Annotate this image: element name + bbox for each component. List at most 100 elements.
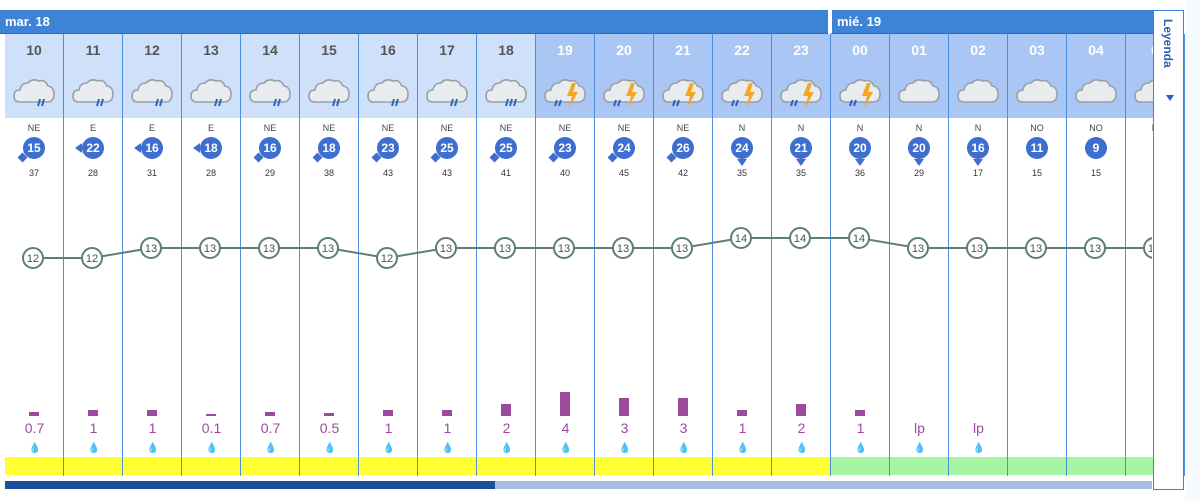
temperature-chart: 12 12 13 13 13 13 12 13 13 13 13 13 14 14 14 13 13 13 13 13 — [22, 227, 1152, 269]
raindrop-icon: 💧 — [64, 443, 123, 454]
thunderstorm-icon — [779, 75, 823, 108]
temperature-value: 12 — [381, 253, 393, 265]
cloud-icon — [1074, 75, 1118, 107]
risk-band — [182, 457, 240, 475]
risk-band — [1008, 457, 1066, 475]
wind-direction: NE — [381, 123, 395, 133]
precipitation-value: 0.7 — [24, 420, 45, 436]
hour-header: 14 — [241, 34, 299, 118]
wind-gust: 31 — [146, 168, 157, 178]
horizontal-scrollbar[interactable] — [5, 481, 1152, 489]
precipitation-value: lp — [973, 420, 984, 436]
temperature-point: 13 — [671, 237, 693, 259]
risk-band — [64, 457, 122, 475]
wind-speed-badge: 20 — [890, 134, 948, 166]
hour-label: 20 — [616, 42, 632, 58]
precipitation-value: 1 — [443, 420, 452, 436]
precipitation-value: 1 — [89, 420, 98, 436]
hour-label: 13 — [203, 42, 219, 58]
temperature-marker — [435, 237, 457, 259]
scrollbar-thumb[interactable] — [5, 481, 495, 489]
wind-direction: E — [148, 123, 155, 133]
risk-band — [418, 457, 476, 475]
precipitation-value: 4 — [561, 420, 570, 436]
temperature-point: 13 — [435, 237, 457, 259]
wind-gust: 43 — [441, 168, 452, 178]
wind-direction: E — [207, 123, 214, 133]
raindrop-glyph: 💧 — [854, 443, 867, 454]
temperature-marker — [22, 247, 44, 269]
wind-speed: 16 — [967, 137, 989, 159]
background-decoration — [1185, 0, 1200, 501]
hour-label: 11 — [85, 42, 101, 58]
raindrop-glyph: 💧 — [795, 443, 808, 454]
temperature-marker — [258, 237, 280, 259]
precipitation-value: 0.1 — [201, 420, 222, 436]
temperature-marker — [789, 227, 811, 249]
cloud-icon — [956, 75, 1000, 107]
hour-header: 00 — [831, 34, 889, 118]
temperature-point: 13 — [199, 237, 221, 259]
wind-speed: 18 — [318, 137, 340, 159]
wind-speed: 20 — [849, 137, 871, 159]
wind-speed: 16 — [259, 137, 281, 159]
precipitation-bar — [737, 410, 747, 416]
hour-header: 01 — [890, 34, 948, 118]
precipitation-bar — [147, 410, 157, 416]
wind-direction: NO — [1089, 123, 1103, 133]
wind-direction: NE — [499, 123, 513, 133]
temperature-marker — [671, 237, 693, 259]
wind-speed-badge: 23 — [536, 134, 594, 163]
legend-label: Leyenda — [1161, 19, 1175, 68]
wind-direction: NE — [440, 123, 454, 133]
caret-down-icon — [1166, 95, 1174, 101]
temperature-value: 13 — [971, 243, 983, 255]
raindrop-glyph: 💧 — [28, 443, 41, 454]
raindrop-glyph: 💧 — [323, 443, 336, 454]
raindrop-icon: 💧 — [241, 443, 300, 454]
risk-band — [5, 457, 63, 475]
hour-header: 20 — [595, 34, 653, 118]
temperature-value: 14 — [735, 233, 747, 245]
risk-band — [300, 457, 358, 475]
hour-header: 21 — [654, 34, 712, 118]
temperature-point: 13 — [966, 237, 988, 259]
wind-direction: NE — [263, 123, 277, 133]
precipitation-bar — [265, 412, 275, 416]
temperature-point: 13 — [553, 237, 575, 259]
cloud-icon — [1015, 75, 1059, 107]
hour-label: 17 — [439, 42, 455, 58]
hour-column: 10 NE 15 37 0.7 💧 — [5, 34, 64, 476]
raindrop-glyph: 💧 — [87, 443, 100, 454]
risk-band — [949, 457, 1007, 475]
legend-toggle[interactable]: Leyenda — [1153, 10, 1184, 490]
wind-speed: 15 — [23, 137, 45, 159]
wind-gust: 43 — [382, 168, 393, 178]
thunderstorm-icon — [838, 75, 882, 108]
temperature-value: 12 — [27, 253, 39, 265]
temperature-marker — [1143, 237, 1152, 259]
raindrop-icon: 💧 — [5, 443, 64, 454]
wind-arrow-icon — [193, 143, 200, 153]
wind-gust: 40 — [559, 168, 570, 178]
precipitation-bar — [855, 410, 865, 416]
wind-gust: 29 — [913, 168, 924, 178]
wind-direction: N — [738, 123, 746, 133]
raindrop-icon: 💧 — [595, 443, 654, 454]
raindrop-icon: 💧 — [477, 443, 536, 454]
hour-header: 15 — [300, 34, 358, 118]
wind-gust: 42 — [677, 168, 688, 178]
wind-arrow-icon — [737, 159, 747, 166]
wind-speed: 20 — [908, 137, 930, 159]
hour-header: 04 — [1067, 34, 1125, 118]
raindrop-icon: 💧 — [772, 443, 831, 454]
wind-direction: NE — [617, 123, 631, 133]
raindrop-icon: 💧 — [359, 443, 418, 454]
temperature-point: 14 — [730, 227, 752, 249]
wind-speed: 25 — [436, 137, 458, 159]
wind-speed-badge: 16 — [949, 134, 1007, 166]
wind-speed: 18 — [200, 137, 222, 159]
hour-header: 22 — [713, 34, 771, 118]
hour-column: 22 N 24 35 1 💧 — [713, 34, 772, 476]
thunderstorm-icon — [543, 75, 587, 108]
